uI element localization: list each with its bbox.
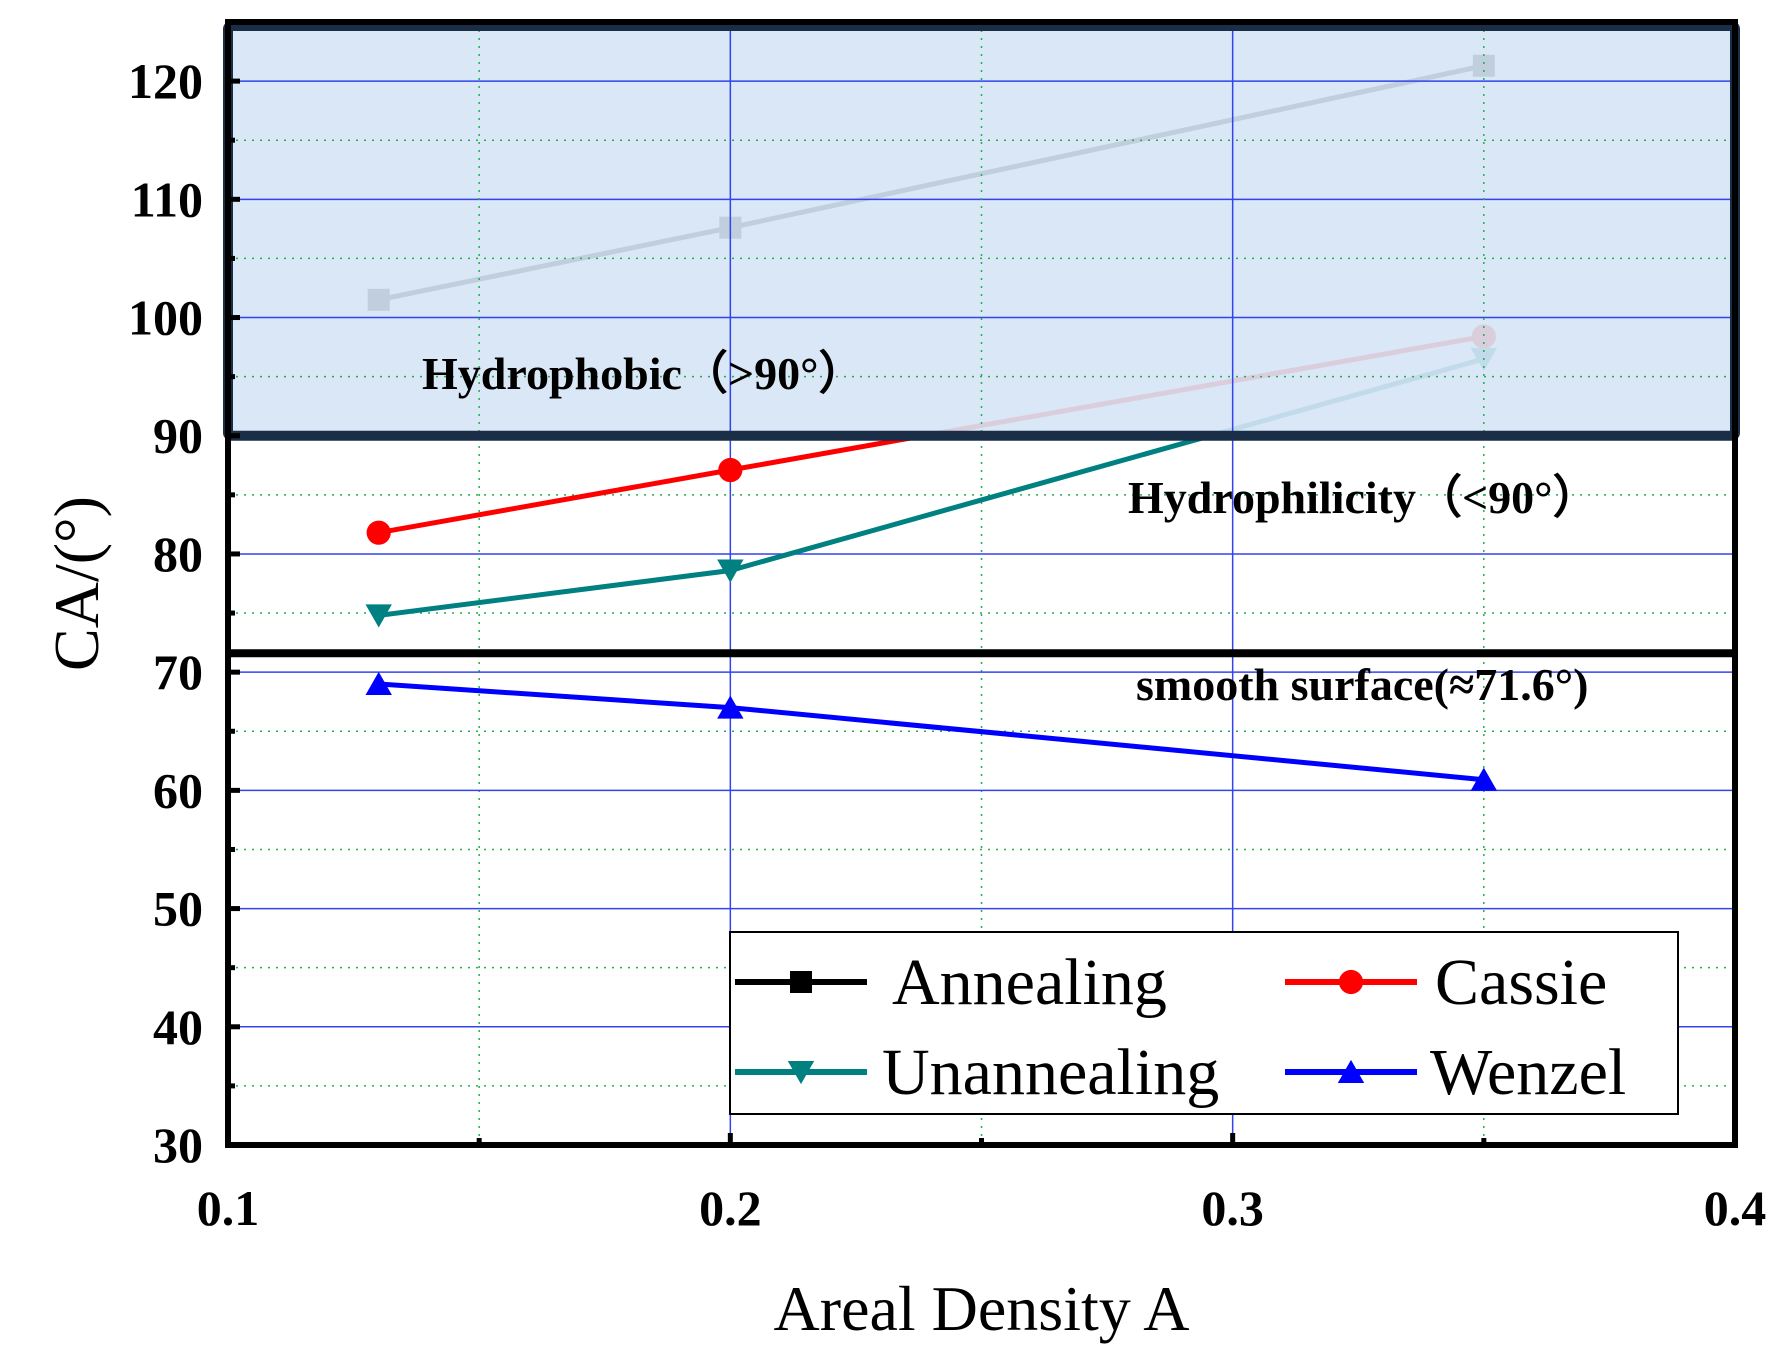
marker-square	[790, 971, 812, 993]
x-tick-label: 0.4	[1704, 1180, 1767, 1236]
y-tick-label: 110	[131, 171, 203, 227]
marker-triangle-up	[1337, 1059, 1365, 1083]
smooth-surface-label: smooth surface(≈71.6°)	[1136, 659, 1588, 710]
x-axis-title: Areal Density A	[774, 1273, 1190, 1344]
hydrophilicity-label: Hydrophilicity（<90°）	[1128, 472, 1599, 523]
y-tick-label: 60	[153, 762, 203, 818]
legend-label: Unannealing	[882, 1036, 1219, 1109]
marker-triangle-down	[717, 559, 744, 583]
y-tick-label: 80	[153, 526, 203, 582]
y-tick-label: 120	[128, 53, 203, 109]
y-tick-label: 70	[153, 644, 203, 700]
marker-triangle-up	[1470, 767, 1498, 791]
legend-item-cassie: Cassie	[1285, 946, 1607, 1019]
legend-label: Cassie	[1435, 946, 1607, 1019]
legend-item-annealing: Annealing	[735, 946, 1167, 1019]
y-axis-title: CA/(°)	[41, 496, 112, 671]
x-tick-label: 0.2	[699, 1180, 762, 1236]
marker-circle	[718, 457, 743, 483]
hydrophobic-label: Hydrophobic（>90°）	[422, 348, 865, 399]
marker-circle	[1338, 969, 1364, 995]
x-tick-label: 0.3	[1201, 1180, 1264, 1236]
y-tick-label: 40	[153, 999, 203, 1055]
legend: Annealing Cassie Unannealing Wenzel	[729, 931, 1679, 1115]
y-tick-label: 100	[128, 290, 203, 346]
marker-triangle-up	[365, 671, 392, 695]
marker-circle	[366, 520, 391, 545]
marker-triangle-down	[365, 604, 392, 628]
chart-text: CA/(°) Areal Density A Hydrophobic（>90°）…	[41, 348, 1599, 1344]
marker-triangle-down	[787, 1061, 815, 1085]
hydrophobic-region	[223, 21, 1740, 441]
x-tick-label: 0.1	[197, 1180, 260, 1236]
y-tick-label: 30	[153, 1117, 203, 1173]
legend-item-wenzel: Wenzel	[1285, 1036, 1626, 1109]
legend-box	[729, 931, 1679, 1115]
y-tick-label: 90	[153, 408, 203, 464]
series-wenzel	[365, 671, 1498, 791]
legend-label: Wenzel	[1430, 1036, 1626, 1109]
axis-ticks: 0.1 0.2 0.3 0.4 30 40 50 60 70 80 90 100 110 120	[128, 53, 1766, 1236]
marker-triangle-up	[717, 695, 744, 719]
legend-item-unannealing: Unannealing	[735, 1036, 1219, 1109]
y-tick-label: 50	[153, 881, 203, 937]
legend-label: Annealing	[892, 946, 1167, 1019]
